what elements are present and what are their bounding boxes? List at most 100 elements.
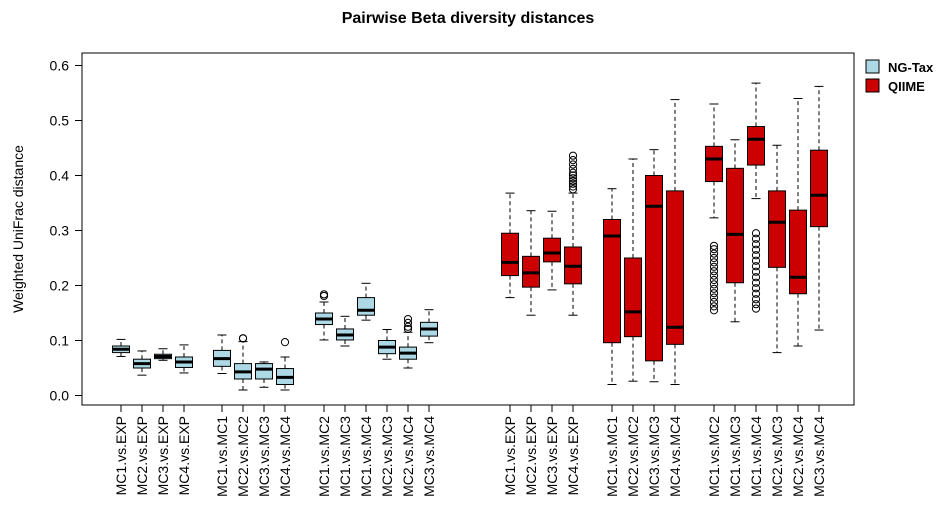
box-ng-tax-mc2-vs-mc3: [378, 329, 396, 360]
box-ng-tax-mc1-vs-exp: [112, 338, 130, 357]
y-tick-label: 0.3: [50, 223, 70, 239]
x-tick-label: MC1.vs.MC2: [316, 416, 332, 497]
outlier-point: [709, 245, 719, 254]
x-tick-label: MC2.vs.EXP: [134, 416, 150, 495]
outlier-point: [568, 164, 578, 173]
outlier-point: [751, 240, 761, 249]
outlier-point: [709, 306, 719, 315]
box-body: [747, 126, 765, 166]
box-ng-tax-mc1-vs-mc3: [336, 315, 354, 347]
x-tick-label: MC1.vs.MC3: [337, 416, 353, 497]
outlier-point: [403, 324, 413, 334]
outlier-point: [568, 174, 578, 183]
x-tick-label: MC2.vs.MC2: [235, 416, 251, 497]
outlier-point: [751, 245, 761, 254]
box-qiime-mc1-vs-mc1: [603, 188, 621, 385]
x-tick-label: MC1.vs.MC4: [748, 416, 764, 497]
box-qiime-mc2-vs-mc4: [789, 98, 807, 347]
box-qiime-mc1-vs-mc3: [726, 139, 744, 323]
box-body: [255, 363, 273, 380]
outlier-point: [709, 262, 719, 271]
x-tick-label: MC2.vs.MC3: [379, 416, 395, 497]
x-tick-label: MC1.vs.MC4: [358, 416, 374, 497]
box-body: [726, 167, 744, 284]
box-body: [705, 145, 723, 183]
x-tick-label: MC3.vs.EXP: [155, 416, 171, 495]
box-body: [666, 190, 684, 345]
x-tick-label: MC1.vs.MC1: [214, 416, 230, 497]
box-body: [624, 257, 642, 338]
outlier-point: [319, 290, 329, 299]
x-tick-label: MC3.vs.MC4: [811, 416, 827, 497]
x-tick-label: MC4.vs.MC4: [667, 416, 683, 497]
legend-swatch: [865, 59, 880, 74]
legend: NG-Tax QIIME: [865, 59, 934, 94]
outlier-point: [751, 234, 761, 243]
y-tick-label: 0.2: [50, 278, 70, 294]
box-ng-tax-mc1-vs-mc1: [213, 334, 231, 374]
outlier-point: [709, 280, 719, 289]
outlier-point: [568, 179, 578, 188]
x-tick-label: MC2.vs.EXP: [523, 416, 539, 495]
box-qiime-mc4-vs-mc4: [666, 99, 684, 385]
box-ng-tax-mc4-vs-exp: [175, 344, 193, 374]
x-tick-label: MC2.vs.MC3: [769, 416, 785, 497]
box-qiime-mc2-vs-exp: [522, 210, 540, 316]
x-tick-label: MC2.vs.MC4: [400, 416, 416, 497]
outlier-point: [568, 151, 578, 160]
outlier-point: [568, 168, 578, 177]
x-tick-label: MC2.vs.MC2: [625, 416, 641, 497]
x-tick-label: MC3.vs.MC3: [256, 416, 272, 497]
box-body: [501, 232, 519, 277]
outlier-point: [568, 156, 578, 165]
outlier-point: [751, 273, 761, 282]
box-body: [645, 175, 663, 362]
x-tick-label: MC2.vs.MC4: [790, 416, 806, 497]
outlier-point: [709, 289, 719, 298]
outlier-point: [709, 284, 719, 293]
box-body: [768, 190, 786, 268]
y-tick-label: 0.4: [50, 168, 70, 184]
box-body: [603, 219, 621, 344]
y-axis: 0.0 0.1 0.2 0.3 0.4 0.5 0.6: [50, 58, 83, 404]
outlier-point: [751, 300, 761, 309]
x-tick-label: MC3.vs.MC3: [646, 416, 662, 497]
box-qiime-mc2-vs-mc2: [624, 158, 642, 382]
x-tick-label: MC3.vs.MC4: [421, 416, 437, 497]
box-ng-tax-mc3-vs-mc3: [255, 361, 273, 388]
box-body: [543, 237, 561, 263]
x-tick-label: MC1.vs.MC1: [604, 416, 620, 497]
y-axis-label: Weighted UniFrac distance: [10, 145, 26, 313]
outlier-point: [568, 160, 578, 169]
legend-label: QIIME: [888, 79, 925, 94]
box-qiime-mc1-vs-exp: [501, 192, 519, 299]
box-body: [357, 297, 375, 316]
outlier-point: [751, 267, 761, 276]
x-tick-label: MC1.vs.MC2: [706, 416, 722, 497]
y-tick-label: 0.5: [50, 113, 70, 129]
outlier-point: [709, 297, 719, 307]
box-ng-tax-mc2-vs-mc2: [234, 334, 252, 391]
x-axis: MC1.vs.EXP MC2.vs.EXP MC3.vs.EXP MC4.vs.EXP…: [113, 404, 827, 497]
x-tick-label: MC4.vs.MC4: [277, 416, 293, 497]
outlier-point: [751, 278, 761, 287]
outlier-point: [751, 304, 761, 313]
outlier-point: [751, 289, 761, 298]
outlier-point: [751, 256, 761, 265]
outlier-point: [709, 267, 719, 276]
outlier-point: [709, 275, 719, 285]
box-qiime-mc1-vs-mc2: [705, 103, 723, 315]
y-tick-label: 0.6: [50, 58, 70, 74]
box-ng-tax-mc2-vs-exp: [133, 350, 151, 376]
x-tick-label: MC3.vs.EXP: [544, 416, 560, 495]
outlier-point: [709, 249, 719, 258]
legend-label: NG-Tax: [888, 60, 934, 75]
x-tick-label: MC1.vs.EXP: [113, 416, 129, 495]
outlier-point: [709, 241, 719, 250]
outlier-point: [709, 293, 719, 302]
outlier-point: [238, 334, 248, 343]
box-ng-tax-mc3-vs-exp: [154, 348, 172, 361]
legend-swatch: [865, 78, 880, 93]
chart-title: Pairwise Beta diversity distances: [342, 10, 595, 27]
